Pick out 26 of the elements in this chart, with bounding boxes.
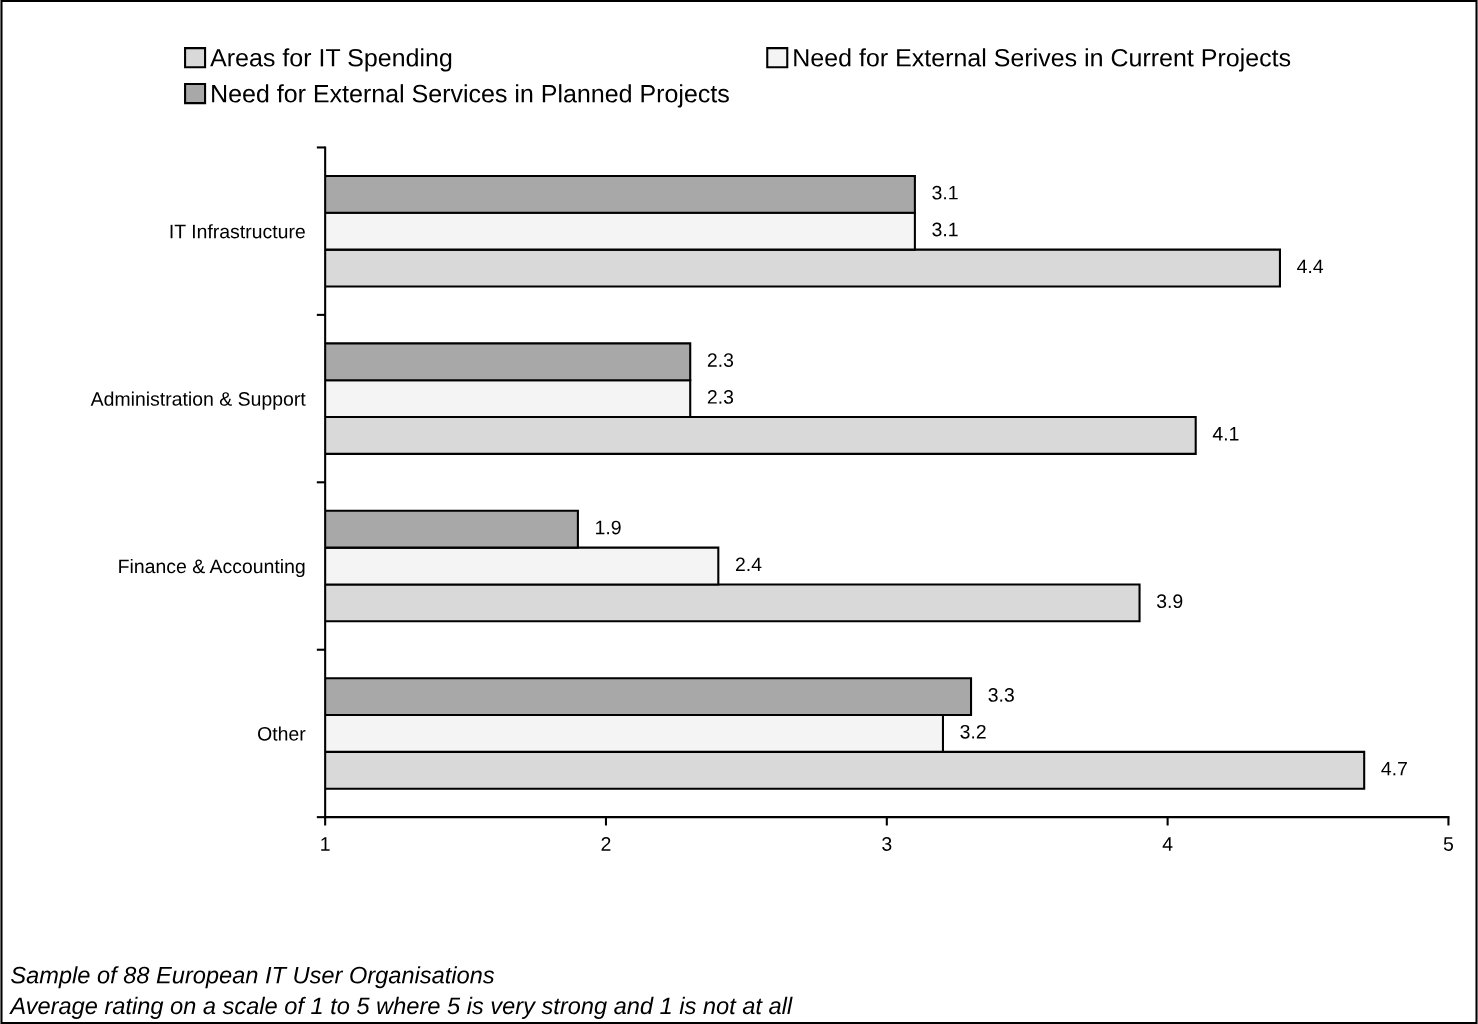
text: Sample of 88 European IT User Organisations: [11, 966, 495, 989]
data-label: 4.7: [1381, 761, 1407, 776]
data-label: 2.3: [707, 390, 734, 404]
data-label: 3.3: [988, 688, 1014, 702]
data-label: 2.3: [707, 353, 734, 367]
data-label: 4.4: [1297, 259, 1324, 274]
y-tick-label: Administration & Support: [90, 391, 306, 410]
x-tick-label: 5: [1443, 837, 1454, 851]
data-label: 1.9: [596, 520, 621, 535]
data-label: 3.2: [960, 724, 986, 739]
y-tick-label: Finance & Accounting: [119, 558, 305, 578]
data-label: 4.1: [1212, 427, 1239, 441]
data-label: 3.9: [1156, 594, 1183, 609]
x-tick-label: 2: [601, 837, 611, 851]
text: Average rating on a scale of 1 to 5 where 5 is very strong and 1 is not at all: [9, 996, 793, 1019]
legend-label: Need for External Serives in Current Projects: [794, 48, 1291, 72]
y-tick-label: Other: [258, 726, 306, 741]
data-label: 3.1: [932, 185, 958, 200]
x-tick-label: 4: [1162, 837, 1173, 851]
x-tick-label: 3: [882, 837, 892, 851]
data-label: 3.1: [932, 222, 958, 237]
legend-label: Areas for IT Spending: [210, 48, 452, 72]
y-tick-label: IT Infrastructure: [170, 224, 305, 239]
data-label: 2.4: [735, 557, 762, 572]
legend-label: Need for External Services in Planned Projects: [212, 84, 729, 108]
x-tick-label: 1: [321, 837, 330, 851]
